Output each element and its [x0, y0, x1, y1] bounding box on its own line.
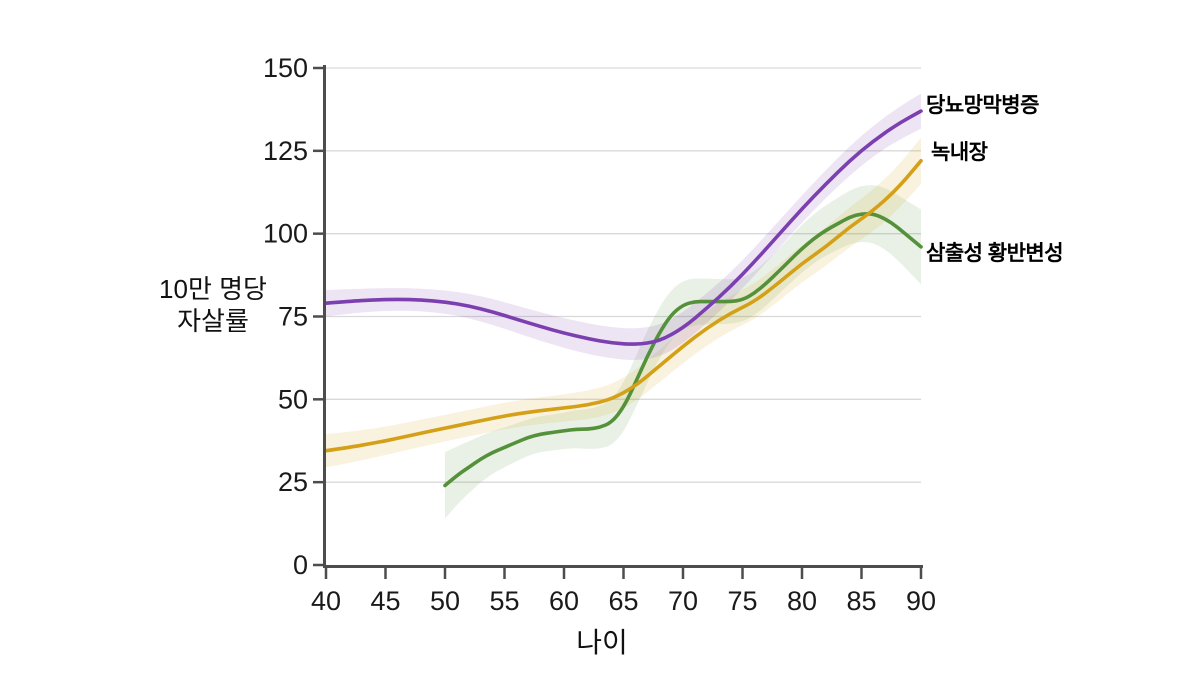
- tick-label-x-80: 80: [787, 586, 817, 616]
- tick-label-y-50: 50: [278, 384, 308, 414]
- series-line-2: [324, 159, 923, 453]
- series-line-3: [324, 109, 923, 346]
- tick-label-y-100: 100: [263, 219, 308, 249]
- x-axis-label: 나이: [576, 627, 628, 658]
- tick-label-y-0: 0: [293, 550, 308, 580]
- tick-label-y-150: 150: [263, 53, 308, 83]
- series-line-1: [443, 212, 923, 488]
- tick-label-y-75: 75: [278, 302, 308, 332]
- tick-label-y-125: 125: [263, 136, 308, 166]
- tick-label-x-75: 75: [727, 586, 757, 616]
- tick-label-x-40: 40: [311, 586, 341, 616]
- tick-label-y-25: 25: [278, 467, 308, 497]
- tick-label-x-90: 90: [906, 586, 936, 616]
- series-label-glaucoma: 녹내장: [931, 141, 988, 164]
- tick-label-x-65: 65: [608, 586, 638, 616]
- y-axis-label-line1: 10만 명당: [159, 274, 267, 304]
- tick-label-x-60: 60: [549, 586, 579, 616]
- y-axis-label: 10만 명당 자살률: [118, 274, 308, 337]
- confidence-band-1: [445, 185, 921, 519]
- y-axis-label-line2: 자살률: [177, 305, 249, 336]
- tick-label-x-55: 55: [489, 586, 519, 616]
- series-label-exudative-macular-degeneration: 삼출성 황반변성: [926, 242, 1064, 265]
- tick-label-x-45: 45: [370, 586, 400, 616]
- tick-label-x-85: 85: [846, 586, 876, 616]
- confidence-band-2: [326, 137, 921, 468]
- tick-label-x-50: 50: [430, 586, 460, 616]
- tick-label-x-70: 70: [668, 586, 698, 616]
- series-label-diabetic-retinopathy: 당뇨망막병증: [926, 94, 1039, 117]
